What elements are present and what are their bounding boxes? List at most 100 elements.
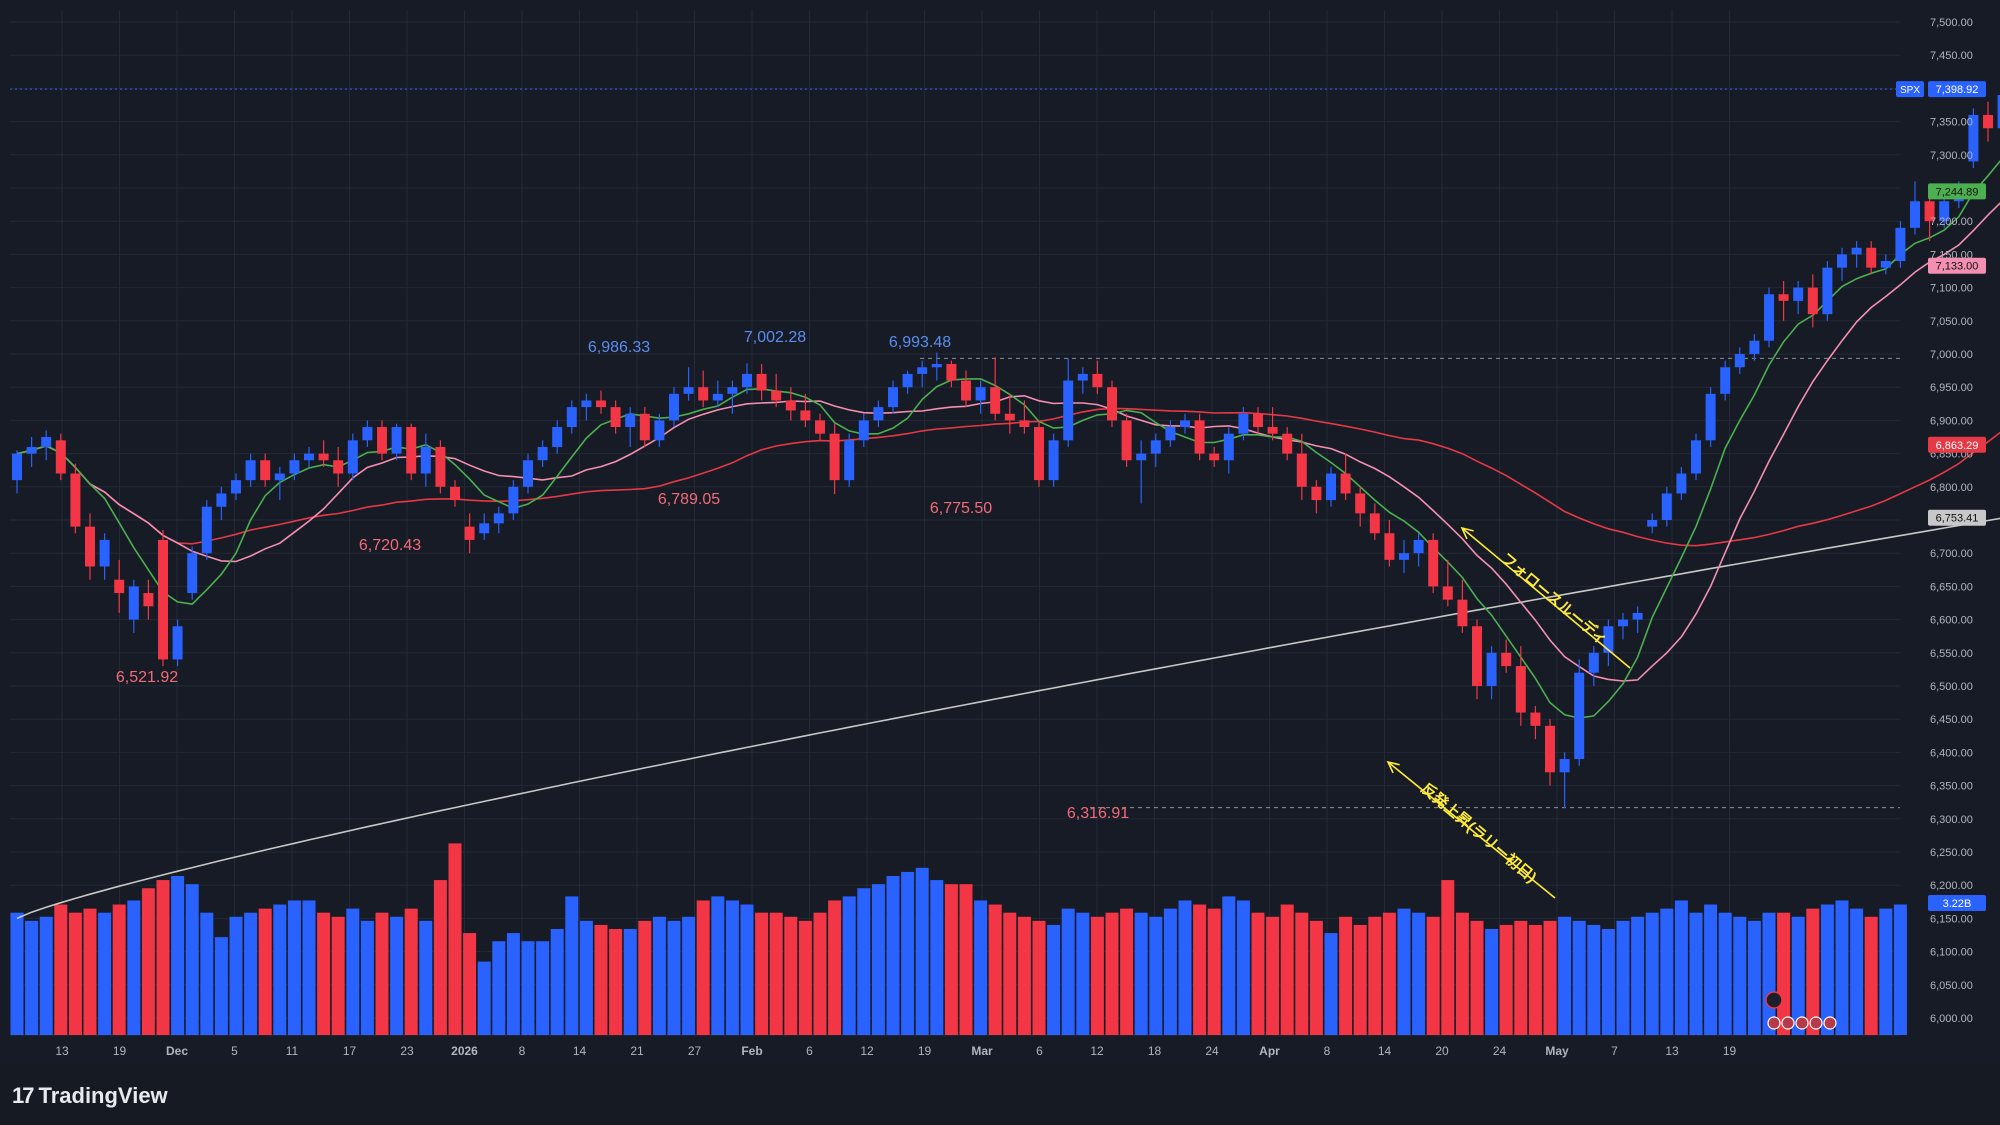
candle-body[interactable] — [1661, 493, 1672, 520]
candle-body[interactable] — [1296, 453, 1307, 487]
candle-body[interactable] — [1355, 493, 1366, 514]
candle-body[interactable] — [1574, 672, 1585, 760]
candle-body[interactable] — [347, 440, 358, 474]
candle-body[interactable] — [888, 387, 898, 408]
candle-body[interactable] — [552, 427, 563, 447]
candle-body[interactable] — [946, 363, 957, 381]
candle-body[interactable] — [961, 380, 971, 401]
candle-body[interactable] — [1034, 427, 1044, 481]
candle-body[interactable] — [1457, 599, 1468, 627]
candle-body[interactable] — [143, 593, 154, 607]
candle-body[interactable] — [26, 446, 37, 454]
candle-body[interactable] — [1107, 387, 1117, 421]
candle-body[interactable] — [1194, 420, 1205, 454]
candle-body[interactable] — [1545, 725, 1555, 773]
candle-body[interactable] — [187, 553, 198, 594]
candle-body[interactable] — [873, 407, 884, 421]
candle-body[interactable] — [377, 427, 387, 454]
candle-body[interactable] — [800, 410, 811, 421]
candle-body[interactable] — [1618, 619, 1628, 627]
candle-body[interactable] — [1647, 520, 1658, 527]
candle-body[interactable] — [1369, 513, 1380, 534]
candle-body[interactable] — [1136, 453, 1147, 461]
candle-body[interactable] — [1632, 612, 1643, 620]
candle-body[interactable] — [1807, 287, 1818, 315]
candle-body[interactable] — [128, 586, 139, 620]
candle-body[interactable] — [1603, 626, 1614, 653]
candle-body[interactable] — [1092, 373, 1103, 388]
candle-body[interactable] — [260, 460, 271, 481]
candle-body[interactable] — [1077, 373, 1088, 381]
candle-body[interactable] — [844, 440, 855, 481]
candle-body[interactable] — [464, 526, 475, 540]
candle-body[interactable] — [654, 420, 665, 441]
candle-body[interactable] — [1924, 201, 1935, 222]
candle-body[interactable] — [669, 393, 679, 421]
candle-body[interactable] — [1880, 261, 1891, 268]
candle-body[interactable] — [508, 486, 519, 514]
candle-body[interactable] — [289, 460, 300, 474]
candle-body[interactable] — [1486, 652, 1497, 686]
candle-body[interactable] — [596, 400, 606, 408]
candle-body[interactable] — [1472, 626, 1482, 686]
candle-body[interactable] — [1413, 539, 1424, 554]
candle-body[interactable] — [420, 446, 431, 474]
candle-body[interactable] — [201, 506, 212, 554]
event-flag-icon[interactable] — [1823, 1016, 1837, 1030]
candle-body[interactable] — [85, 526, 95, 567]
brand[interactable]: 17 TradingView — [12, 1083, 168, 1109]
candle-body[interactable] — [1209, 453, 1220, 461]
candle-body[interactable] — [1063, 380, 1074, 441]
candle-body[interactable] — [435, 446, 446, 487]
candle-body[interactable] — [537, 446, 548, 461]
candle-body[interactable] — [450, 486, 460, 501]
candle-body[interactable] — [1997, 95, 2000, 129]
candle-body[interactable] — [1705, 393, 1716, 441]
candle-body[interactable] — [523, 460, 533, 487]
candle-body[interactable] — [975, 387, 986, 401]
candle-body[interactable] — [1238, 413, 1249, 434]
candle-body[interactable] — [1910, 201, 1920, 228]
candle-body[interactable] — [1983, 114, 1993, 129]
candle-body[interactable] — [216, 493, 227, 507]
candle-body[interactable] — [41, 437, 52, 447]
candle-body[interactable] — [333, 460, 344, 474]
event-flag-icon[interactable] — [1809, 1016, 1823, 1030]
candle-body[interactable] — [1442, 586, 1453, 600]
event-flag-icon[interactable] — [1767, 1016, 1781, 1030]
candle-body[interactable] — [1223, 433, 1234, 461]
candle-body[interactable] — [683, 387, 694, 394]
candle-body[interactable] — [1150, 440, 1161, 454]
candle-body[interactable] — [406, 427, 417, 474]
candle-body[interactable] — [1778, 294, 1789, 301]
candle-body[interactable] — [581, 400, 592, 408]
candle-body[interactable] — [1764, 294, 1774, 341]
candle-body[interactable] — [1749, 340, 1760, 354]
event-flag-icon[interactable] — [1795, 1016, 1809, 1030]
candle-body[interactable] — [245, 460, 256, 481]
candle-body[interactable] — [1515, 666, 1526, 713]
candle-body[interactable] — [1851, 247, 1862, 255]
candle-body[interactable] — [1311, 486, 1322, 501]
candle-body[interactable] — [1165, 427, 1176, 441]
candle-body[interactable] — [55, 440, 66, 474]
candle-body[interactable] — [70, 473, 81, 527]
candle-body[interactable] — [771, 390, 782, 401]
candle-body[interactable] — [1428, 539, 1439, 587]
candle-body[interactable] — [917, 367, 928, 374]
candle-body[interactable] — [1837, 254, 1847, 268]
candle-body[interactable] — [785, 400, 796, 411]
candle-body[interactable] — [902, 373, 913, 388]
candle-body[interactable] — [858, 420, 869, 441]
candle-body[interactable] — [1004, 413, 1015, 421]
candle-body[interactable] — [1559, 759, 1570, 773]
candle-body[interactable] — [1530, 712, 1541, 726]
candle-body[interactable] — [1501, 652, 1512, 667]
candle-body[interactable] — [1048, 440, 1059, 481]
candle-body[interactable] — [1326, 473, 1336, 501]
candle-body[interactable] — [231, 480, 241, 494]
candle-body[interactable] — [625, 413, 636, 428]
candle-body[interactable] — [304, 453, 314, 461]
candle-series[interactable] — [12, 89, 2000, 809]
